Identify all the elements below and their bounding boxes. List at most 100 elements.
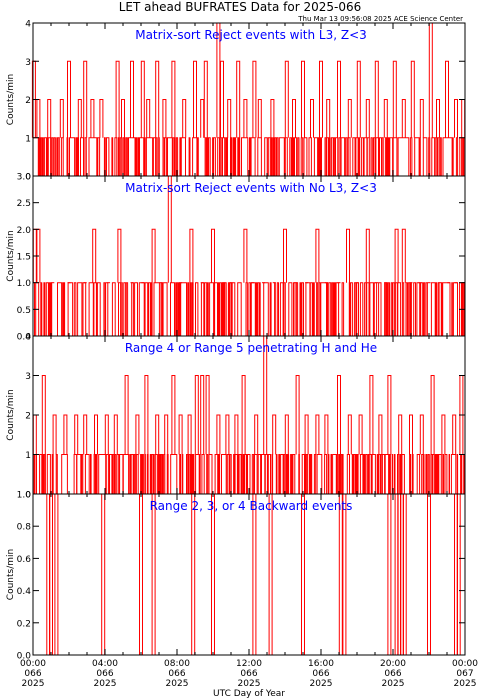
y-axis-label: Counts/min xyxy=(6,389,16,440)
data-spike xyxy=(178,414,183,455)
data-spike xyxy=(135,414,140,455)
x-tick-label: 066 xyxy=(240,669,257,679)
x-tick-label: 20:00 xyxy=(380,659,406,669)
y-tick-label: 0 xyxy=(25,173,31,183)
data-spike xyxy=(347,414,352,455)
data-spike xyxy=(419,99,424,138)
data-spike xyxy=(74,414,79,455)
x-tick-label: 2025 xyxy=(454,679,477,689)
data-spike xyxy=(356,60,361,138)
data-spike xyxy=(187,414,192,455)
data-spike xyxy=(365,228,370,283)
data-spike xyxy=(200,99,205,138)
y-tick-label: 2 xyxy=(25,412,31,422)
panel-1: 0 1 2 3 4 Counts/min Matrix-sort Reject events… xyxy=(6,20,466,183)
x-tick-label: 04:00 xyxy=(92,659,118,669)
y-tick-label: 2.5 xyxy=(17,199,31,209)
data-spike xyxy=(441,414,446,455)
data-spike xyxy=(436,99,440,138)
data-spike xyxy=(430,375,435,455)
data-spike xyxy=(164,414,169,455)
data-spike xyxy=(113,414,118,455)
y-tick-label: 0.0 xyxy=(17,333,32,343)
x-tick-label: 00:00 xyxy=(20,659,46,669)
y-tick-label: 0.0 xyxy=(17,652,32,662)
data-spike xyxy=(358,414,363,455)
y-tick-label: 0.2 xyxy=(17,619,31,629)
data-spike xyxy=(369,375,374,455)
x-tick-label: 2025 xyxy=(310,679,333,689)
data-spike xyxy=(419,414,424,455)
data-spike xyxy=(193,60,197,138)
data-spike xyxy=(94,414,98,455)
x-tick-label: 2025 xyxy=(22,679,45,689)
data-spike xyxy=(445,60,449,138)
data-spike xyxy=(211,228,215,283)
panel-title: Matrix-sort Reject events with No L3, Z<… xyxy=(125,181,377,195)
data-spike xyxy=(151,228,156,283)
data-spike xyxy=(227,99,232,138)
data-spike xyxy=(295,375,300,455)
y-tick-label: 1 xyxy=(25,134,31,144)
data-spike xyxy=(401,228,406,283)
data-spike xyxy=(220,60,224,138)
data-spike xyxy=(374,60,379,138)
y-tick-label: 4 xyxy=(25,333,31,343)
data-spike xyxy=(252,60,257,138)
x-tick-label: 066 xyxy=(168,669,185,679)
x-tick-label: 16:00 xyxy=(308,659,334,669)
data-spike xyxy=(454,99,458,138)
data-spike xyxy=(365,99,370,138)
data-spike xyxy=(182,99,187,138)
data-spike xyxy=(398,414,403,455)
data-spike xyxy=(194,375,199,455)
y-tick-label: 0 xyxy=(25,491,31,501)
x-tick-label: 2025 xyxy=(238,679,261,689)
data-spike xyxy=(310,99,314,138)
data-spike xyxy=(124,375,129,455)
data-spike xyxy=(203,60,208,138)
data-spike xyxy=(189,228,194,283)
data-spike xyxy=(243,228,248,283)
timestamp-label: Thu Mar 13 09:56:08 2025 ACE Science Cen… xyxy=(297,15,463,23)
y-tick-label: 1.0 xyxy=(17,279,32,289)
x-tick-label: 2025 xyxy=(382,679,405,689)
y-tick-label: 4 xyxy=(25,20,31,30)
data-spike xyxy=(92,228,97,283)
data-spike xyxy=(452,414,457,455)
series-baseline xyxy=(33,282,465,337)
data-spike xyxy=(243,99,248,138)
data-spike xyxy=(52,414,57,455)
data-spike xyxy=(67,60,71,138)
data-spike xyxy=(162,99,167,138)
data-spike xyxy=(304,414,309,455)
data-spike xyxy=(315,228,320,283)
x-tick-label: 066 xyxy=(384,669,401,679)
y-tick-label: 0.4 xyxy=(17,587,32,597)
data-spike xyxy=(394,228,399,283)
data-spike xyxy=(104,414,109,455)
data-spike xyxy=(171,375,176,455)
y-axis-label: Counts/min xyxy=(6,549,16,600)
data-spike xyxy=(90,99,95,138)
data-spike xyxy=(257,99,262,138)
y-axis-label: Counts/min xyxy=(6,230,16,281)
data-spike xyxy=(146,99,151,138)
x-tick-label: 08:00 xyxy=(164,659,190,669)
y-tick-label: 3 xyxy=(25,372,31,382)
data-spike xyxy=(337,375,341,455)
x-tick-label: 066 xyxy=(24,669,41,679)
y-tick-label: 0.8 xyxy=(17,523,32,533)
data-spike xyxy=(99,99,104,138)
y-tick-label: 0.6 xyxy=(17,555,32,565)
y-tick-label: 3 xyxy=(25,58,31,68)
data-spike xyxy=(117,228,122,283)
y-tick-label: 2 xyxy=(25,96,31,106)
chart-title: LET ahead BUFRATES Data for 2025-066 xyxy=(119,0,361,14)
data-spike xyxy=(346,228,350,283)
data-spike xyxy=(337,60,341,138)
data-spike xyxy=(315,414,320,455)
data-spike xyxy=(383,99,388,138)
data-spike xyxy=(392,60,397,138)
